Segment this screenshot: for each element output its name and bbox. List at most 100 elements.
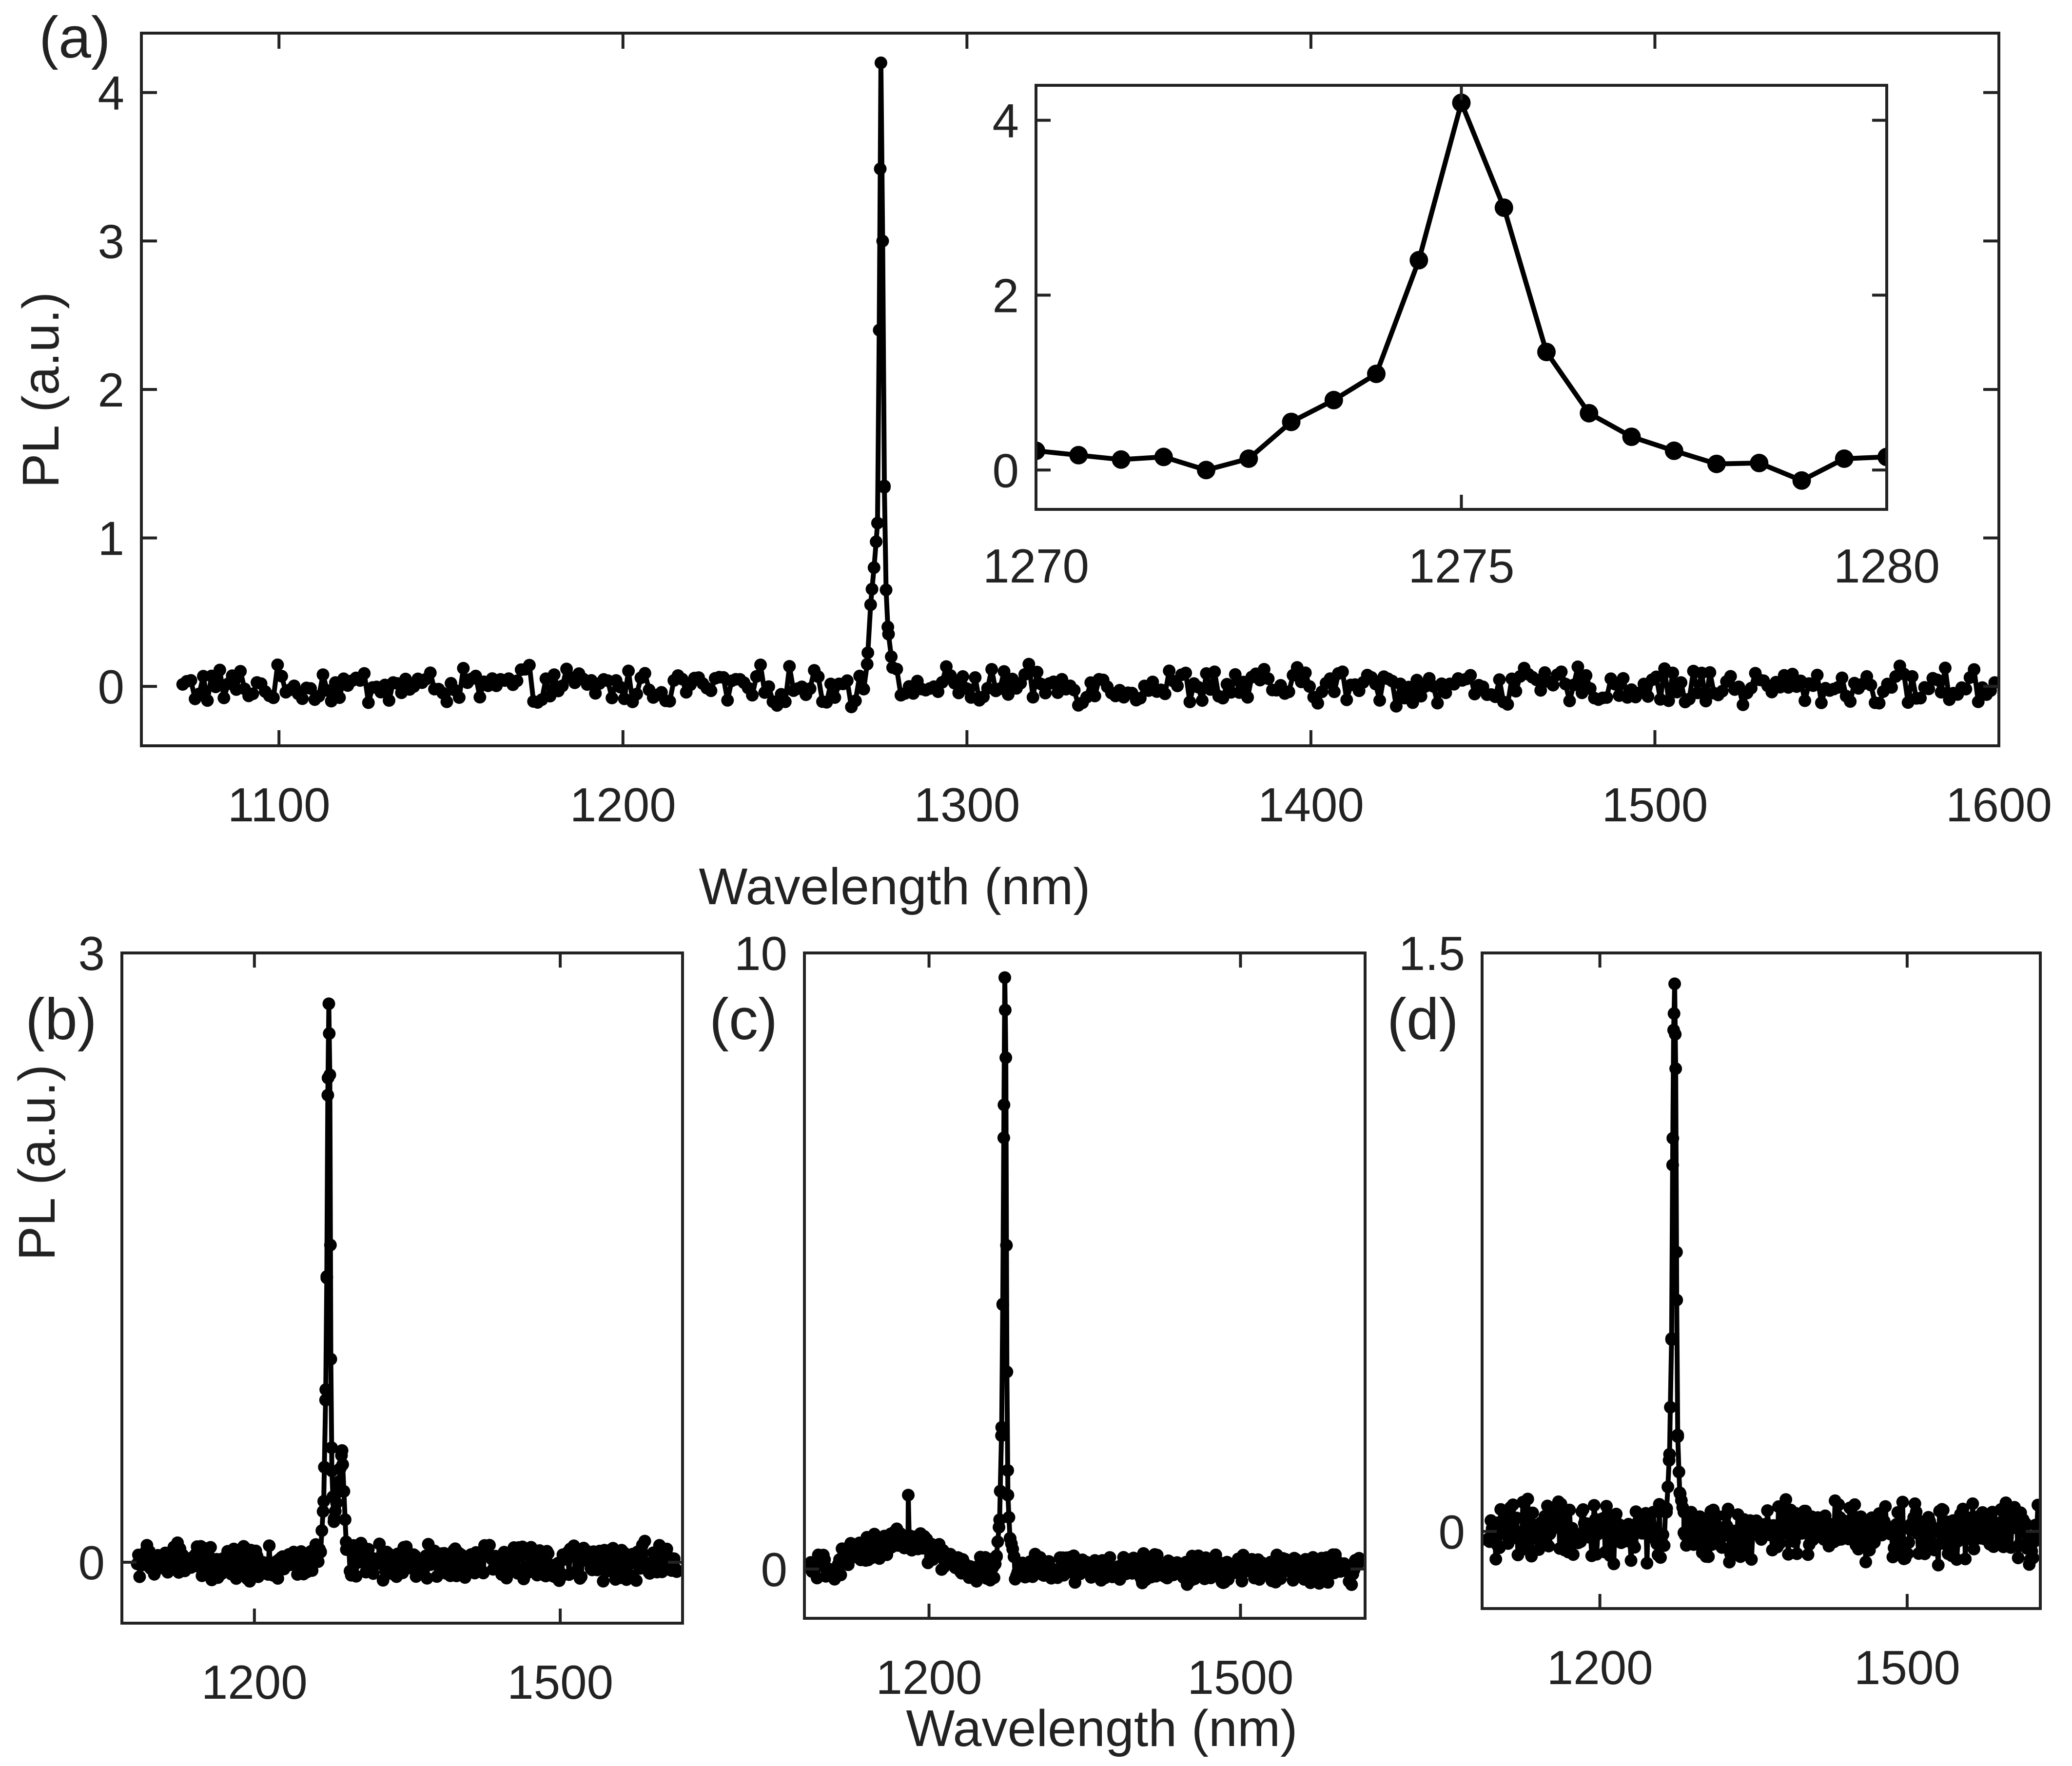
data-point [204,1541,217,1554]
data-point [1018,668,1031,681]
data-point [1650,670,1663,683]
data-point [510,674,524,687]
data-point [1670,1294,1683,1307]
data-point [325,1441,338,1454]
data-point [1580,669,1593,682]
data-point [324,1353,337,1366]
data-point [246,687,259,700]
data-point [1914,692,1927,705]
data-point [1537,343,1556,362]
data-point [812,670,825,683]
data-point [1151,1549,1164,1562]
data-point [1192,680,1205,694]
data-point [1885,681,1898,694]
data-point [865,582,879,596]
data-point [1031,665,1044,679]
data-point [1257,663,1271,676]
y-tick-label: 3 [78,927,105,980]
data-point [473,691,487,704]
data-point [1672,1465,1685,1478]
data-point [1001,1464,1014,1477]
data-point [321,684,333,697]
data-point [1896,1495,1909,1509]
panel-d-label: (d) [1387,987,1459,1052]
data-point [874,162,887,175]
x-tick-label: 1200 [201,1655,308,1709]
data-point [663,695,676,708]
y-tick-label: 4 [992,94,1019,148]
y-tick-label: 2 [992,269,1019,323]
data-point [350,1570,363,1583]
data-point [997,1098,1011,1111]
data-point [880,583,893,597]
data-point [1691,686,1704,699]
data-point [1262,672,1275,685]
y-tick-label: 0 [761,1543,787,1596]
data-point [1959,682,1973,696]
data-point [849,694,862,707]
data-point [575,1570,588,1583]
data-point [1622,427,1641,446]
data-point [523,659,536,672]
x-tick-label: 1100 [228,778,331,832]
data-point [1807,679,1819,692]
data-point [1069,446,1088,465]
y-tick-label: 0 [1438,1505,1465,1559]
data-point [267,691,280,704]
data-point [1039,686,1052,699]
data-point [987,1571,1000,1584]
data-point [754,659,767,671]
data-point [1724,670,1737,683]
data-point [201,694,214,707]
data-point [1610,1508,1623,1521]
x-tick-label: 1270 [983,539,1089,593]
data-point [323,1068,336,1081]
data-point [1563,695,1576,707]
data-point [1669,1062,1682,1075]
data-point [985,663,998,676]
data-point [304,682,317,695]
data-point [995,1421,1008,1434]
data-point [1000,1365,1014,1378]
series-line-d [1486,981,2040,1568]
y-tick-label: 3 [98,214,124,268]
data-point [1938,661,1952,675]
data-point [1798,694,1812,707]
data-point [1936,1503,1950,1516]
data-point [1282,685,1295,699]
data-point [873,324,886,337]
data-point [275,670,288,683]
data-point [614,680,627,694]
data-point [133,1570,146,1583]
data-point [1952,1534,1965,1548]
data-point [316,668,330,681]
data-point [1002,1511,1016,1524]
data-point [315,1524,329,1537]
data-point [1452,93,1471,112]
panel-a-y-axis-title: PL (a.u.) [12,292,70,488]
data-point [184,674,197,687]
data-point [1922,682,1935,696]
panel-b-y-axis-title: PL (a.u.) [8,1065,66,1261]
data-point [1112,450,1131,469]
y-tick-label: 4 [98,66,124,120]
data-point [1022,658,1036,671]
data-point [1197,461,1215,480]
data-point [319,1394,332,1407]
data-point [296,692,309,705]
data-point [1662,1480,1675,1494]
data-point [1873,697,1886,710]
data-point [660,1542,673,1555]
data-point [871,517,884,530]
data-point [1761,1504,1774,1517]
data-point [1617,672,1630,685]
y-tick-label: 2 [98,363,124,417]
data-point [1303,680,1316,693]
data-point [323,1027,336,1040]
data-point [1737,698,1750,711]
data-point [1891,1506,1904,1519]
data-point [263,1539,276,1553]
y-tick-label: 0 [98,660,124,714]
panel-d: 1200 1500 0 1.5 [1399,927,2042,1694]
y-tick-label: 0 [992,444,1019,497]
